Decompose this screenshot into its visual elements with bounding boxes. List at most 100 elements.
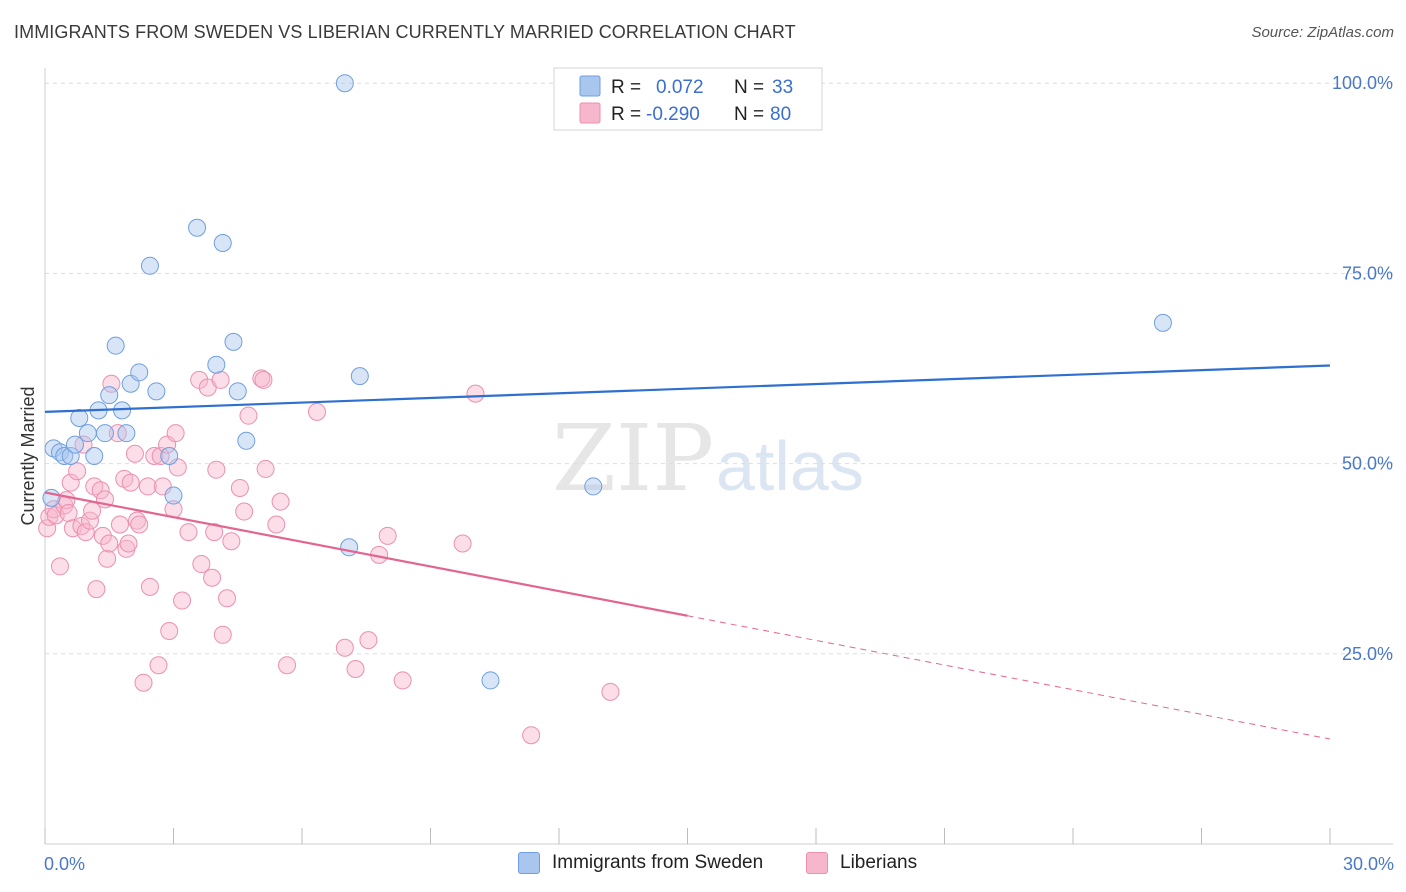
point-sweden-16: [130, 363, 149, 382]
point-sweden-18: [147, 382, 166, 401]
point-sweden-32: [1153, 313, 1172, 332]
point-liberians-74: [466, 384, 485, 403]
trend-line-liberians-dashed: [687, 615, 1331, 740]
bottom-legend-item-sweden: Immigrants from Sweden: [518, 852, 763, 874]
point-sweden-21: [188, 218, 207, 237]
point-sweden-6: [70, 408, 89, 427]
point-liberians-41: [160, 621, 179, 640]
point-sweden-7: [78, 424, 97, 443]
y-tick-label-75: 75.0%: [1342, 263, 1393, 283]
point-liberians-55: [218, 589, 237, 608]
point-sweden-30: [481, 671, 500, 690]
x-tick-label-max: 30.0%: [1343, 854, 1394, 874]
point-liberians-65: [278, 656, 297, 675]
point-sweden-31: [584, 477, 603, 496]
legend-r-label-liberians: R =: [611, 104, 641, 125]
point-liberians-10: [68, 462, 87, 481]
legend-n-value-sweden: 33: [772, 77, 793, 98]
point-liberians-59: [239, 406, 258, 425]
y-tick-label-100: 100.0%: [1332, 73, 1393, 93]
point-liberians-75: [522, 726, 541, 745]
point-liberians-62: [256, 459, 275, 478]
point-sweden-25: [228, 382, 247, 401]
point-liberians-76: [601, 682, 620, 701]
point-sweden-22: [207, 355, 226, 374]
point-liberians-51: [205, 523, 224, 542]
point-liberians-13: [76, 523, 95, 542]
point-liberians-23: [102, 374, 121, 393]
y-tick-label-50: 50.0%: [1342, 454, 1393, 474]
point-sweden-24: [224, 332, 243, 351]
watermark-zip: ZIP: [552, 405, 714, 512]
legend-r-value-sweden: 0.072: [656, 77, 704, 98]
point-liberians-0: [38, 519, 57, 538]
y-tick-labels: 25.0% 50.0% 75.0% 100.0%: [1332, 73, 1393, 664]
point-sweden-12: [106, 336, 125, 355]
point-liberians-61: [254, 370, 273, 389]
legend-swatch-liberians: [579, 102, 601, 124]
point-liberians-69: [359, 631, 378, 650]
chart-title: IMMIGRANTS FROM SWEDEN VS LIBERIAN CURRE…: [14, 22, 796, 42]
bottom-legend-label-sweden: Immigrants from Sweden: [552, 852, 764, 873]
point-sweden-11: [100, 386, 119, 405]
point-liberians-8: [61, 473, 80, 492]
point-liberians-54: [213, 625, 232, 644]
point-liberians-58: [235, 502, 254, 521]
legend-r-label-sweden: R =: [611, 77, 641, 98]
point-liberians-29: [121, 473, 140, 492]
point-liberians-25: [110, 515, 129, 534]
point-liberians-33: [134, 673, 153, 692]
trend-lines: [44, 364, 1331, 740]
point-liberians-30: [125, 444, 144, 463]
x-axis-ticks: [44, 828, 1331, 844]
bottom-legend-swatch-sweden: [518, 852, 540, 874]
legend-n-value-liberians: 80: [770, 104, 791, 125]
chart-source: Source: ZipAtlas.com: [1251, 24, 1394, 41]
bottom-legend-swatch-liberians: [806, 852, 828, 874]
point-liberians-32: [130, 515, 149, 534]
point-liberians-52: [207, 460, 226, 479]
point-sweden-19: [160, 447, 179, 465]
point-liberians-34: [138, 477, 157, 496]
point-liberians-64: [271, 492, 290, 511]
point-liberians-19: [93, 526, 112, 545]
trend-line-liberians-solid: [44, 491, 688, 617]
top-legend: R = 0.072 N = 33 R = -0.290 N = 80: [553, 67, 823, 131]
point-liberians-4: [50, 557, 69, 576]
point-liberians-45: [173, 591, 192, 610]
point-liberians-63: [267, 515, 286, 534]
point-sweden-29: [350, 367, 369, 386]
point-sweden-26: [237, 431, 256, 450]
point-sweden-27: [335, 74, 354, 93]
point-liberians-43: [166, 424, 185, 443]
point-sweden-3: [55, 447, 74, 465]
point-liberians-37: [149, 656, 168, 675]
point-liberians-53: [211, 370, 230, 389]
point-liberians-73: [453, 534, 472, 553]
bottom-legend-item-liberians: Liberians: [806, 852, 917, 874]
series-sweden-points: [42, 74, 1172, 690]
point-liberians-50: [203, 568, 222, 587]
point-liberians-28: [119, 534, 138, 553]
point-sweden-8: [85, 447, 104, 465]
legend-r-value-liberians: -0.290: [646, 104, 700, 125]
point-liberians-67: [335, 638, 354, 657]
point-sweden-5: [65, 435, 84, 454]
point-liberians-72: [393, 671, 412, 690]
point-liberians-17: [87, 580, 106, 599]
bottom-legend: Immigrants from Sweden Liberians: [0, 852, 1406, 878]
point-sweden-28: [340, 538, 359, 557]
point-liberians-7: [59, 504, 78, 523]
watermark-atlas: atlas: [716, 427, 864, 505]
bottom-legend-label-liberians: Liberians: [840, 852, 918, 873]
point-liberians-56: [222, 532, 241, 551]
legend-swatch-sweden: [579, 75, 601, 97]
point-sweden-23: [213, 233, 232, 252]
point-sweden-20: [164, 486, 183, 505]
point-liberians-22: [100, 534, 119, 553]
trend-line-sweden: [44, 364, 1331, 413]
gridlines: [45, 82, 1393, 655]
point-liberians-71: [378, 526, 397, 545]
point-sweden-10: [95, 424, 114, 443]
